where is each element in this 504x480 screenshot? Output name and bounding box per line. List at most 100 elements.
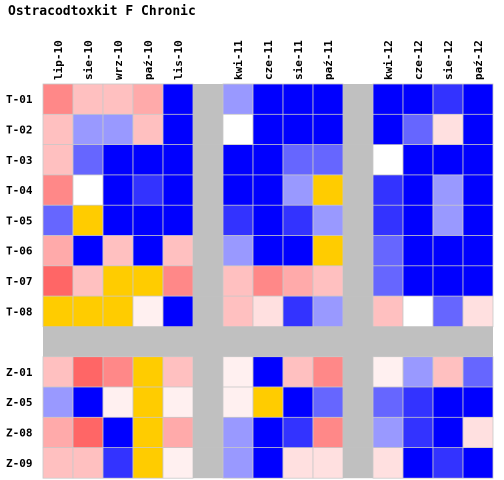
gap-cell	[193, 174, 223, 206]
heatmap-cell	[72, 356, 104, 388]
column-label: sie-10	[82, 40, 95, 80]
heatmap-cell	[462, 295, 494, 328]
heatmap-cell	[462, 386, 494, 419]
heatmap-cell	[222, 235, 254, 267]
heatmap-cell	[252, 447, 284, 479]
gap-cell	[343, 84, 373, 115]
heatmap-cell	[72, 416, 104, 449]
gap-cell	[223, 326, 253, 357]
heatmap-cell	[222, 265, 254, 297]
row-label: T-02	[6, 123, 33, 136]
heatmap-cell	[162, 295, 194, 328]
heatmap-cell	[42, 356, 74, 388]
heatmap-cell	[42, 265, 74, 297]
heatmap-cell	[162, 174, 194, 206]
heatmap-cell	[432, 295, 464, 328]
column-label: lis-10	[172, 40, 185, 80]
gap-cell	[343, 417, 373, 448]
heatmap-cell	[252, 144, 284, 176]
heatmap-cell	[282, 235, 314, 267]
heatmap-cell	[372, 265, 404, 297]
gap-cell	[343, 265, 373, 297]
column-label: kwi-11	[232, 40, 245, 80]
heatmap-cell	[432, 204, 464, 237]
column-label: wrz-10	[112, 40, 125, 80]
heatmap-cell	[462, 83, 494, 116]
gap-cell	[193, 205, 223, 236]
heatmap-cell	[462, 204, 494, 237]
heatmap-cell	[312, 113, 344, 146]
heatmap-cell	[402, 386, 434, 419]
heatmap-cell	[282, 416, 314, 449]
heatmap-cell	[222, 144, 254, 176]
heatmap-cell	[222, 83, 254, 116]
heatmap-cell	[72, 83, 104, 116]
heatmap-cell	[132, 235, 164, 267]
heatmap-cell	[432, 265, 464, 297]
heatmap-cell	[402, 235, 434, 267]
column-label: paź-12	[472, 40, 485, 80]
heatmap-cell	[432, 416, 464, 449]
heatmap-cell	[252, 174, 284, 206]
heatmap-cell	[282, 83, 314, 116]
row-label: T-08	[6, 305, 33, 318]
heatmap-cell	[432, 356, 464, 388]
row-labels: T-01 T-02 T-03 T-04 T-05 T-06 T-07 T-08 Z-01 Z-05…	[6, 93, 33, 470]
heatmap-cell	[462, 113, 494, 146]
heatmap-cell	[102, 235, 134, 267]
heatmap-cell	[162, 356, 194, 388]
row-label: T-01	[6, 93, 33, 106]
row-label: T-06	[6, 245, 33, 258]
heatmap-cell	[42, 235, 74, 267]
heatmap-cell	[282, 265, 314, 297]
gap-cell	[193, 296, 223, 327]
row-label: Z-05	[6, 396, 33, 409]
gap-cell	[343, 114, 373, 145]
heatmap-cell	[102, 113, 134, 146]
heatmap-cell	[162, 265, 194, 297]
heatmap-cell	[222, 295, 254, 328]
row-label: Z-09	[6, 457, 33, 470]
heatmap-cell	[372, 174, 404, 206]
heatmap-cell	[162, 416, 194, 449]
gap-cell	[403, 326, 433, 357]
heatmap-cell	[282, 113, 314, 146]
heatmap-cell	[312, 386, 344, 419]
heatmap-cell	[402, 265, 434, 297]
gap-cell	[193, 417, 223, 448]
heatmap-cell	[132, 174, 164, 206]
column-label: sie-12	[442, 40, 455, 80]
heatmap-cell	[462, 144, 494, 176]
heatmap-cell	[252, 204, 284, 237]
heatmap-cell	[132, 265, 164, 297]
gap-cell	[193, 447, 223, 479]
gap-cell	[343, 205, 373, 236]
heatmap-cell	[432, 144, 464, 176]
heatmap-cell	[372, 447, 404, 479]
heatmap-cell	[372, 356, 404, 388]
gap-cell	[193, 265, 223, 297]
heatmap-cell	[72, 204, 104, 237]
heatmap-cell	[222, 447, 254, 479]
gap-cell	[133, 326, 163, 357]
chart-title: Ostracodtoxkit F Chronic	[8, 4, 196, 19]
heatmap-cell	[162, 113, 194, 146]
heatmap-cell	[462, 356, 494, 388]
heatmap-cell	[42, 174, 74, 206]
heatmap-cell	[132, 83, 164, 116]
heatmap-cell	[312, 144, 344, 176]
row-label: T-04	[6, 184, 33, 197]
gap-cell	[43, 326, 73, 357]
gap-cell	[163, 326, 193, 357]
column-label: cze-11	[262, 40, 275, 80]
heatmap-cell	[132, 356, 164, 388]
column-label: kwi-12	[382, 40, 395, 80]
heatmap-cell	[252, 83, 284, 116]
heatmap-cell	[432, 447, 464, 479]
heatmap-cells	[42, 83, 494, 479]
heatmap-cell	[402, 447, 434, 479]
column-labels: lip-10 sie-10 wrz-10 paź-10 lis-10 kwi-11 cze-…	[52, 40, 485, 80]
gap-cell	[463, 326, 493, 357]
heatmap-cell	[372, 204, 404, 237]
